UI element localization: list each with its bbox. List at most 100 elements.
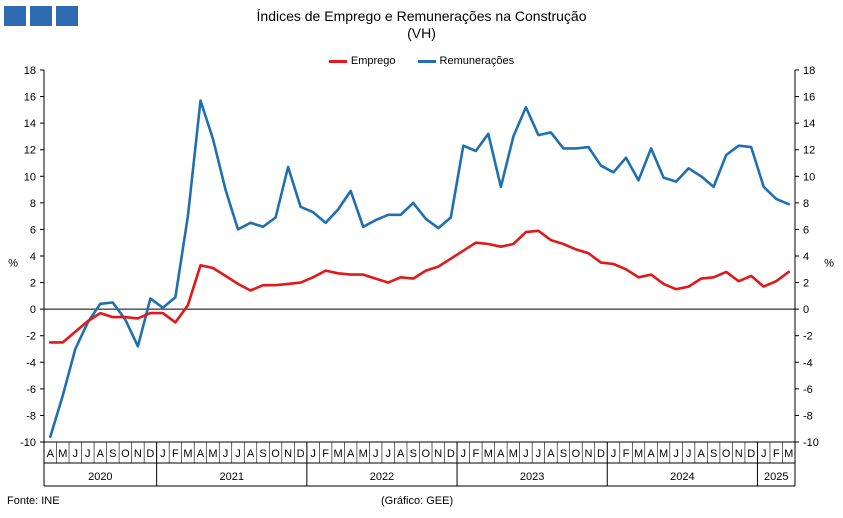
y-tick-label-right: 14 bbox=[803, 118, 815, 130]
x-tick-label-month: M bbox=[208, 448, 217, 460]
y-tick-label-right: 8 bbox=[803, 198, 809, 210]
x-tick-label-month: S bbox=[710, 448, 717, 460]
x-tick-label-month: M bbox=[484, 448, 493, 460]
y-tick-label-right: 18 bbox=[803, 65, 815, 77]
x-tick-label-month: N bbox=[284, 448, 292, 460]
x-tick-label-month: J bbox=[73, 448, 79, 460]
x-tick-label-month: F bbox=[773, 448, 780, 460]
y-tick-label-right: 4 bbox=[803, 251, 809, 263]
x-tick-label-month: A bbox=[397, 448, 405, 460]
x-tick-label-month: O bbox=[271, 448, 280, 460]
x-tick-label-month: N bbox=[735, 448, 743, 460]
x-tick-label-month: N bbox=[134, 448, 142, 460]
x-tick-label-month: O bbox=[421, 448, 430, 460]
y-tick-label-left: 12 bbox=[24, 145, 36, 157]
x-tick-label-month: M bbox=[784, 448, 793, 460]
x-tick-label-month: J bbox=[611, 448, 617, 460]
x-tick-label-month: J bbox=[761, 448, 767, 460]
x-tick-label-month: J bbox=[523, 448, 529, 460]
y-tick-label-left: 10 bbox=[24, 171, 36, 183]
y-tick-label-left: 16 bbox=[24, 92, 36, 104]
legend-label-remuneracoes: Remunerações bbox=[439, 55, 515, 67]
x-tick-label-month: A bbox=[197, 448, 205, 460]
x-tick-label-month: N bbox=[584, 448, 592, 460]
x-tick-label-month: J bbox=[373, 448, 379, 460]
x-tick-label-month: M bbox=[334, 448, 343, 460]
x-tick-label-month: A bbox=[497, 448, 505, 460]
x-tick-label-month: S bbox=[410, 448, 417, 460]
x-tick-label-year: 2020 bbox=[88, 471, 112, 483]
y-tick-label-right: -10 bbox=[803, 437, 819, 449]
legend-item-emprego: Emprego bbox=[328, 55, 396, 67]
y-tick-label-right: 2 bbox=[803, 278, 809, 290]
legend-swatch-remuneracoes bbox=[417, 59, 436, 63]
x-tick-label-year: 2024 bbox=[670, 471, 694, 483]
series-line-emprego bbox=[48, 229, 791, 344]
x-tick-label-month: J bbox=[536, 448, 542, 460]
x-tick-label-month: F bbox=[623, 448, 630, 460]
x-tick-label-month: J bbox=[160, 448, 166, 460]
x-tick-label-month: M bbox=[659, 448, 668, 460]
y-tick-label-left: 4 bbox=[30, 251, 36, 263]
legend-item-remuneracoes: Remunerações bbox=[417, 55, 515, 67]
y-axis-label-left: % bbox=[8, 258, 18, 270]
y-tick-label-left: -10 bbox=[20, 437, 36, 449]
x-tick-label-month: M bbox=[359, 448, 368, 460]
x-tick-label-month: O bbox=[121, 448, 130, 460]
x-tick-label-month: O bbox=[572, 448, 581, 460]
x-tick-label-month: M bbox=[183, 448, 192, 460]
x-tick-label-month: J bbox=[85, 448, 91, 460]
x-tick-label-month: J bbox=[223, 448, 229, 460]
x-tick-label-month: N bbox=[434, 448, 442, 460]
credit-note: (Gráfico: GEE) bbox=[381, 495, 454, 507]
y-tick-label-left: 18 bbox=[24, 65, 36, 77]
y-tick-label-right: -2 bbox=[803, 331, 813, 343]
x-tick-label-month: J bbox=[461, 448, 467, 460]
chart-title: Índices de Emprego e Remunerações na Con… bbox=[256, 8, 587, 24]
x-tick-label-month: A bbox=[97, 448, 105, 460]
x-tick-label-month: J bbox=[673, 448, 679, 460]
x-tick-label-month: J bbox=[385, 448, 391, 460]
x-tick-label-month: A bbox=[347, 448, 355, 460]
y-tick-label-left: 8 bbox=[30, 198, 36, 210]
series-line-remuneracoes bbox=[48, 99, 791, 439]
x-tick-label-month: A bbox=[697, 448, 705, 460]
gee-logo bbox=[4, 6, 78, 26]
y-tick-label-left: 0 bbox=[30, 304, 36, 316]
x-tick-label-month: D bbox=[597, 448, 605, 460]
y-tick-label-left: -2 bbox=[26, 331, 36, 343]
y-axis-label-right: % bbox=[824, 258, 834, 270]
legend-label-emprego: Emprego bbox=[350, 55, 396, 67]
x-tick-label-year: 2021 bbox=[220, 471, 244, 483]
source-note: Fonte: INE bbox=[7, 495, 60, 507]
x-tick-label-year: 2023 bbox=[520, 471, 544, 483]
x-tick-label-year: 2022 bbox=[370, 471, 394, 483]
x-tick-label-month: M bbox=[634, 448, 643, 460]
legend: Emprego Remunerações bbox=[0, 55, 843, 67]
x-tick-label-month: M bbox=[509, 448, 518, 460]
x-tick-label-month: J bbox=[686, 448, 692, 460]
x-tick-label-month: J bbox=[235, 448, 241, 460]
y-tick-label-right: 16 bbox=[803, 92, 815, 104]
y-tick-label-left: -4 bbox=[26, 357, 36, 369]
y-tick-label-left: 14 bbox=[24, 118, 36, 130]
y-tick-label-right: 6 bbox=[803, 224, 809, 236]
x-tick-label-month: F bbox=[472, 448, 479, 460]
y-tick-label-right: 10 bbox=[803, 171, 815, 183]
y-tick-label-left: -6 bbox=[26, 384, 36, 396]
x-tick-label-month: O bbox=[722, 448, 731, 460]
x-tick-label-month: A bbox=[47, 448, 55, 460]
x-tick-label-month: S bbox=[259, 448, 266, 460]
x-tick-label-year: 2025 bbox=[764, 471, 788, 483]
x-tick-label-month: D bbox=[447, 448, 455, 460]
x-tick-label-month: S bbox=[109, 448, 116, 460]
y-tick-label-left: 6 bbox=[30, 224, 36, 236]
y-tick-label-right: -6 bbox=[803, 384, 813, 396]
x-tick-label-month: J bbox=[310, 448, 316, 460]
x-tick-label-month: F bbox=[322, 448, 329, 460]
y-tick-label-right: -8 bbox=[803, 410, 813, 422]
y-tick-label-right: 0 bbox=[803, 304, 809, 316]
y-tick-label-left: 2 bbox=[30, 278, 36, 290]
legend-swatch-emprego bbox=[328, 59, 347, 63]
